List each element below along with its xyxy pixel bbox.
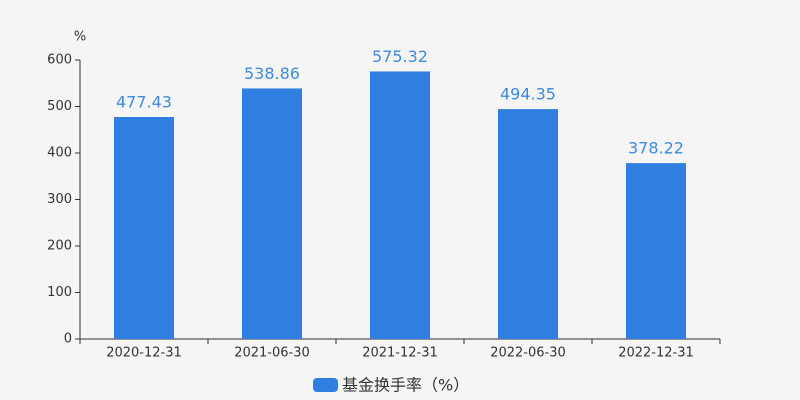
x-tick-label: 2020-12-31 [106,346,182,361]
y-tick-label: 300 [47,192,72,207]
bar [498,109,558,339]
legend-swatch [313,378,338,392]
x-tick-label: 2022-12-31 [618,346,694,361]
value-label: 378.22 [628,139,684,158]
x-tick-label: 2021-06-30 [234,346,310,361]
bar [370,71,430,339]
value-label: 575.32 [372,47,428,66]
y-tick-label: 500 [47,99,72,114]
bar [114,116,174,339]
bar [242,88,302,339]
legend-label: 基金换手率（%） [342,376,469,395]
x-tick-label: 2021-12-31 [362,346,438,361]
value-label: 477.43 [116,92,172,111]
bar [626,163,686,339]
y-tick-label: 200 [47,239,72,254]
value-label: 538.86 [244,64,300,83]
y-tick-label: 0 [64,332,72,347]
y-axis-unit: % [74,30,86,45]
y-tick-label: 100 [47,285,72,300]
y-tick-label: 400 [47,146,72,161]
y-tick-label: 600 [47,53,72,68]
x-tick-label: 2022-06-30 [490,346,566,361]
value-label: 494.35 [500,85,556,104]
